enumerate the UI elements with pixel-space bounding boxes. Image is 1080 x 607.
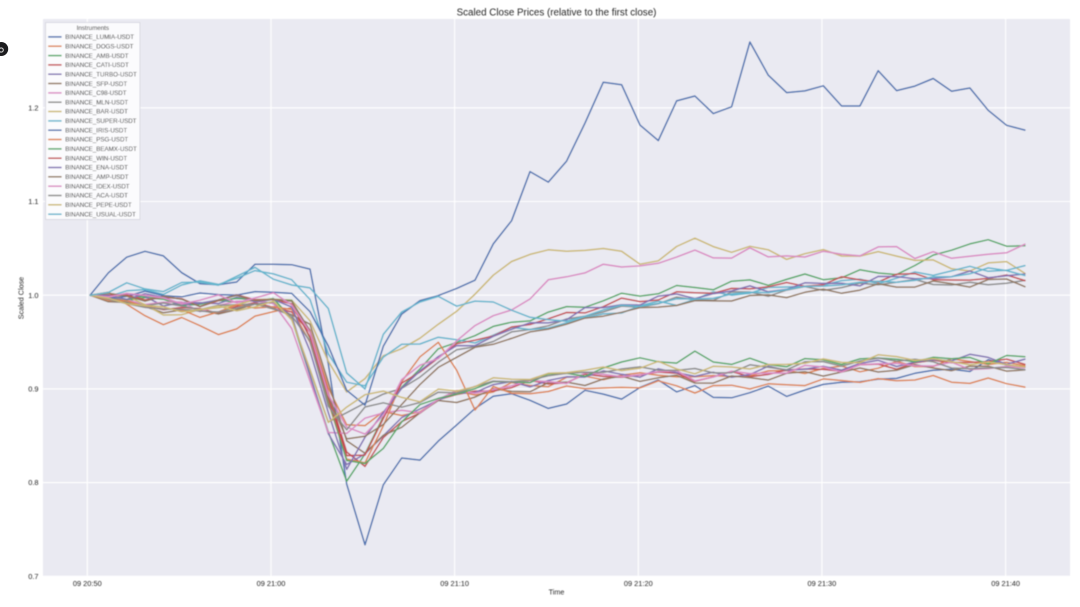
- svg-text:09 20:50: 09 20:50: [73, 579, 102, 588]
- svg-text:BINANCE_SUPER-USDT: BINANCE_SUPER-USDT: [65, 118, 136, 125]
- svg-text:BINANCE_C98-USDT: BINANCE_C98-USDT: [65, 90, 126, 97]
- svg-text:1.0: 1.0: [28, 291, 38, 300]
- svg-text:Scaled Close: Scaled Close: [17, 277, 26, 319]
- svg-text:BINANCE_ENA-USDT: BINANCE_ENA-USDT: [65, 165, 128, 172]
- svg-text:BINANCE_WIN-USDT: BINANCE_WIN-USDT: [65, 155, 127, 162]
- svg-text:BINANCE_AMB-USDT: BINANCE_AMB-USDT: [65, 53, 128, 60]
- svg-text:1.2: 1.2: [28, 103, 38, 112]
- svg-text:BINANCE_PEPE-USDT: BINANCE_PEPE-USDT: [65, 202, 132, 209]
- svg-text:BINANCE_MLN-USDT: BINANCE_MLN-USDT: [65, 99, 128, 106]
- svg-text:09 21:20: 09 21:20: [624, 579, 653, 588]
- svg-text:09 21:30: 09 21:30: [808, 579, 837, 588]
- svg-text:09 21:10: 09 21:10: [440, 579, 469, 588]
- svg-text:BINANCE_USUAL-USDT: BINANCE_USUAL-USDT: [65, 211, 136, 218]
- svg-text:BINANCE_BAR-USDT: BINANCE_BAR-USDT: [65, 109, 128, 116]
- svg-text:BINANCE_IRIS-USDT: BINANCE_IRIS-USDT: [65, 127, 127, 134]
- svg-text:Scaled Close Prices (relative: Scaled Close Prices (relative to the fir…: [457, 7, 657, 18]
- svg-text:0.7: 0.7: [28, 572, 38, 581]
- svg-text:Instruments: Instruments: [77, 25, 109, 32]
- svg-text:BINANCE_CATI-USDT: BINANCE_CATI-USDT: [65, 62, 129, 69]
- svg-text:BINANCE_ACA-USDT: BINANCE_ACA-USDT: [65, 193, 128, 200]
- svg-text:09 21:40: 09 21:40: [991, 579, 1020, 588]
- svg-text:0.9: 0.9: [28, 385, 38, 394]
- svg-text:BINANCE_IDEX-USDT: BINANCE_IDEX-USDT: [65, 183, 130, 190]
- svg-text:BINANCE_TURBO-USDT: BINANCE_TURBO-USDT: [65, 71, 137, 78]
- svg-text:BINANCE_DOGS-USDT: BINANCE_DOGS-USDT: [65, 43, 133, 50]
- svg-text:BINANCE_BEAMX-USDT: BINANCE_BEAMX-USDT: [65, 146, 137, 153]
- svg-text:09 21:00: 09 21:00: [257, 579, 286, 588]
- svg-text:BINANCE_AMP-USDT: BINANCE_AMP-USDT: [65, 174, 128, 181]
- svg-text:BINANCE_LUMIA-USDT: BINANCE_LUMIA-USDT: [65, 34, 134, 41]
- svg-text:Time: Time: [549, 588, 565, 597]
- svg-text:BINANCE_PSG-USDT: BINANCE_PSG-USDT: [65, 137, 128, 144]
- svg-text:0.8: 0.8: [28, 478, 38, 487]
- svg-text:BINANCE_SFP-USDT: BINANCE_SFP-USDT: [65, 81, 127, 88]
- svg-text:1.1: 1.1: [28, 197, 38, 206]
